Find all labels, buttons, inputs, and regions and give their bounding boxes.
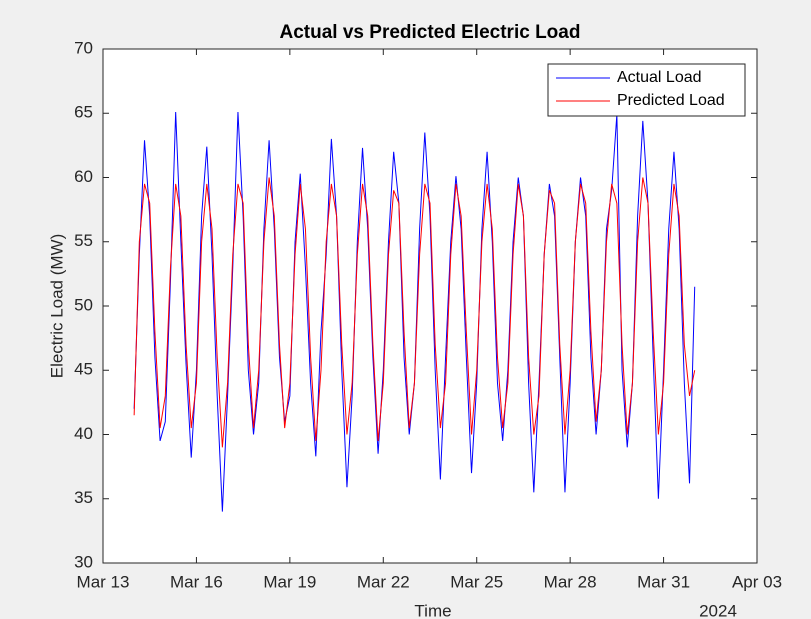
x-tick-label: Mar 19 xyxy=(263,572,316,591)
plot-area xyxy=(102,48,758,564)
chart-title: Actual vs Predicted Electric Load xyxy=(280,22,581,43)
x-tick-label: Apr 03 xyxy=(732,572,782,591)
series-line xyxy=(133,177,696,448)
y-tick-label: 40 xyxy=(74,424,93,443)
x-tick-label: Mar 28 xyxy=(544,572,597,591)
y-axis-label: Electric Load (MW) xyxy=(47,234,66,379)
y-tick-label: 30 xyxy=(74,552,93,571)
x-tick-label: Mar 31 xyxy=(637,572,690,591)
y-tick-label: 35 xyxy=(74,488,93,507)
y-tick-label: 70 xyxy=(74,38,93,57)
legend-label: Actual Load xyxy=(617,69,702,86)
legend-label: Predicted Load xyxy=(617,92,725,109)
legend-box xyxy=(547,63,746,117)
y-tick-label: 60 xyxy=(74,167,93,186)
y-tick-label: 50 xyxy=(74,295,93,314)
y-tick-label: 65 xyxy=(74,103,93,122)
x-tick-label: Mar 13 xyxy=(77,572,130,591)
x-axis-label: Time xyxy=(414,601,451,619)
y-tick-label: 55 xyxy=(74,231,93,250)
x-secondary-label: 2024 xyxy=(699,601,737,619)
x-tick-label: Mar 22 xyxy=(357,572,410,591)
x-tick-label: Mar 25 xyxy=(450,572,503,591)
x-tick-label: Mar 16 xyxy=(170,572,223,591)
y-tick-label: 45 xyxy=(74,360,93,379)
